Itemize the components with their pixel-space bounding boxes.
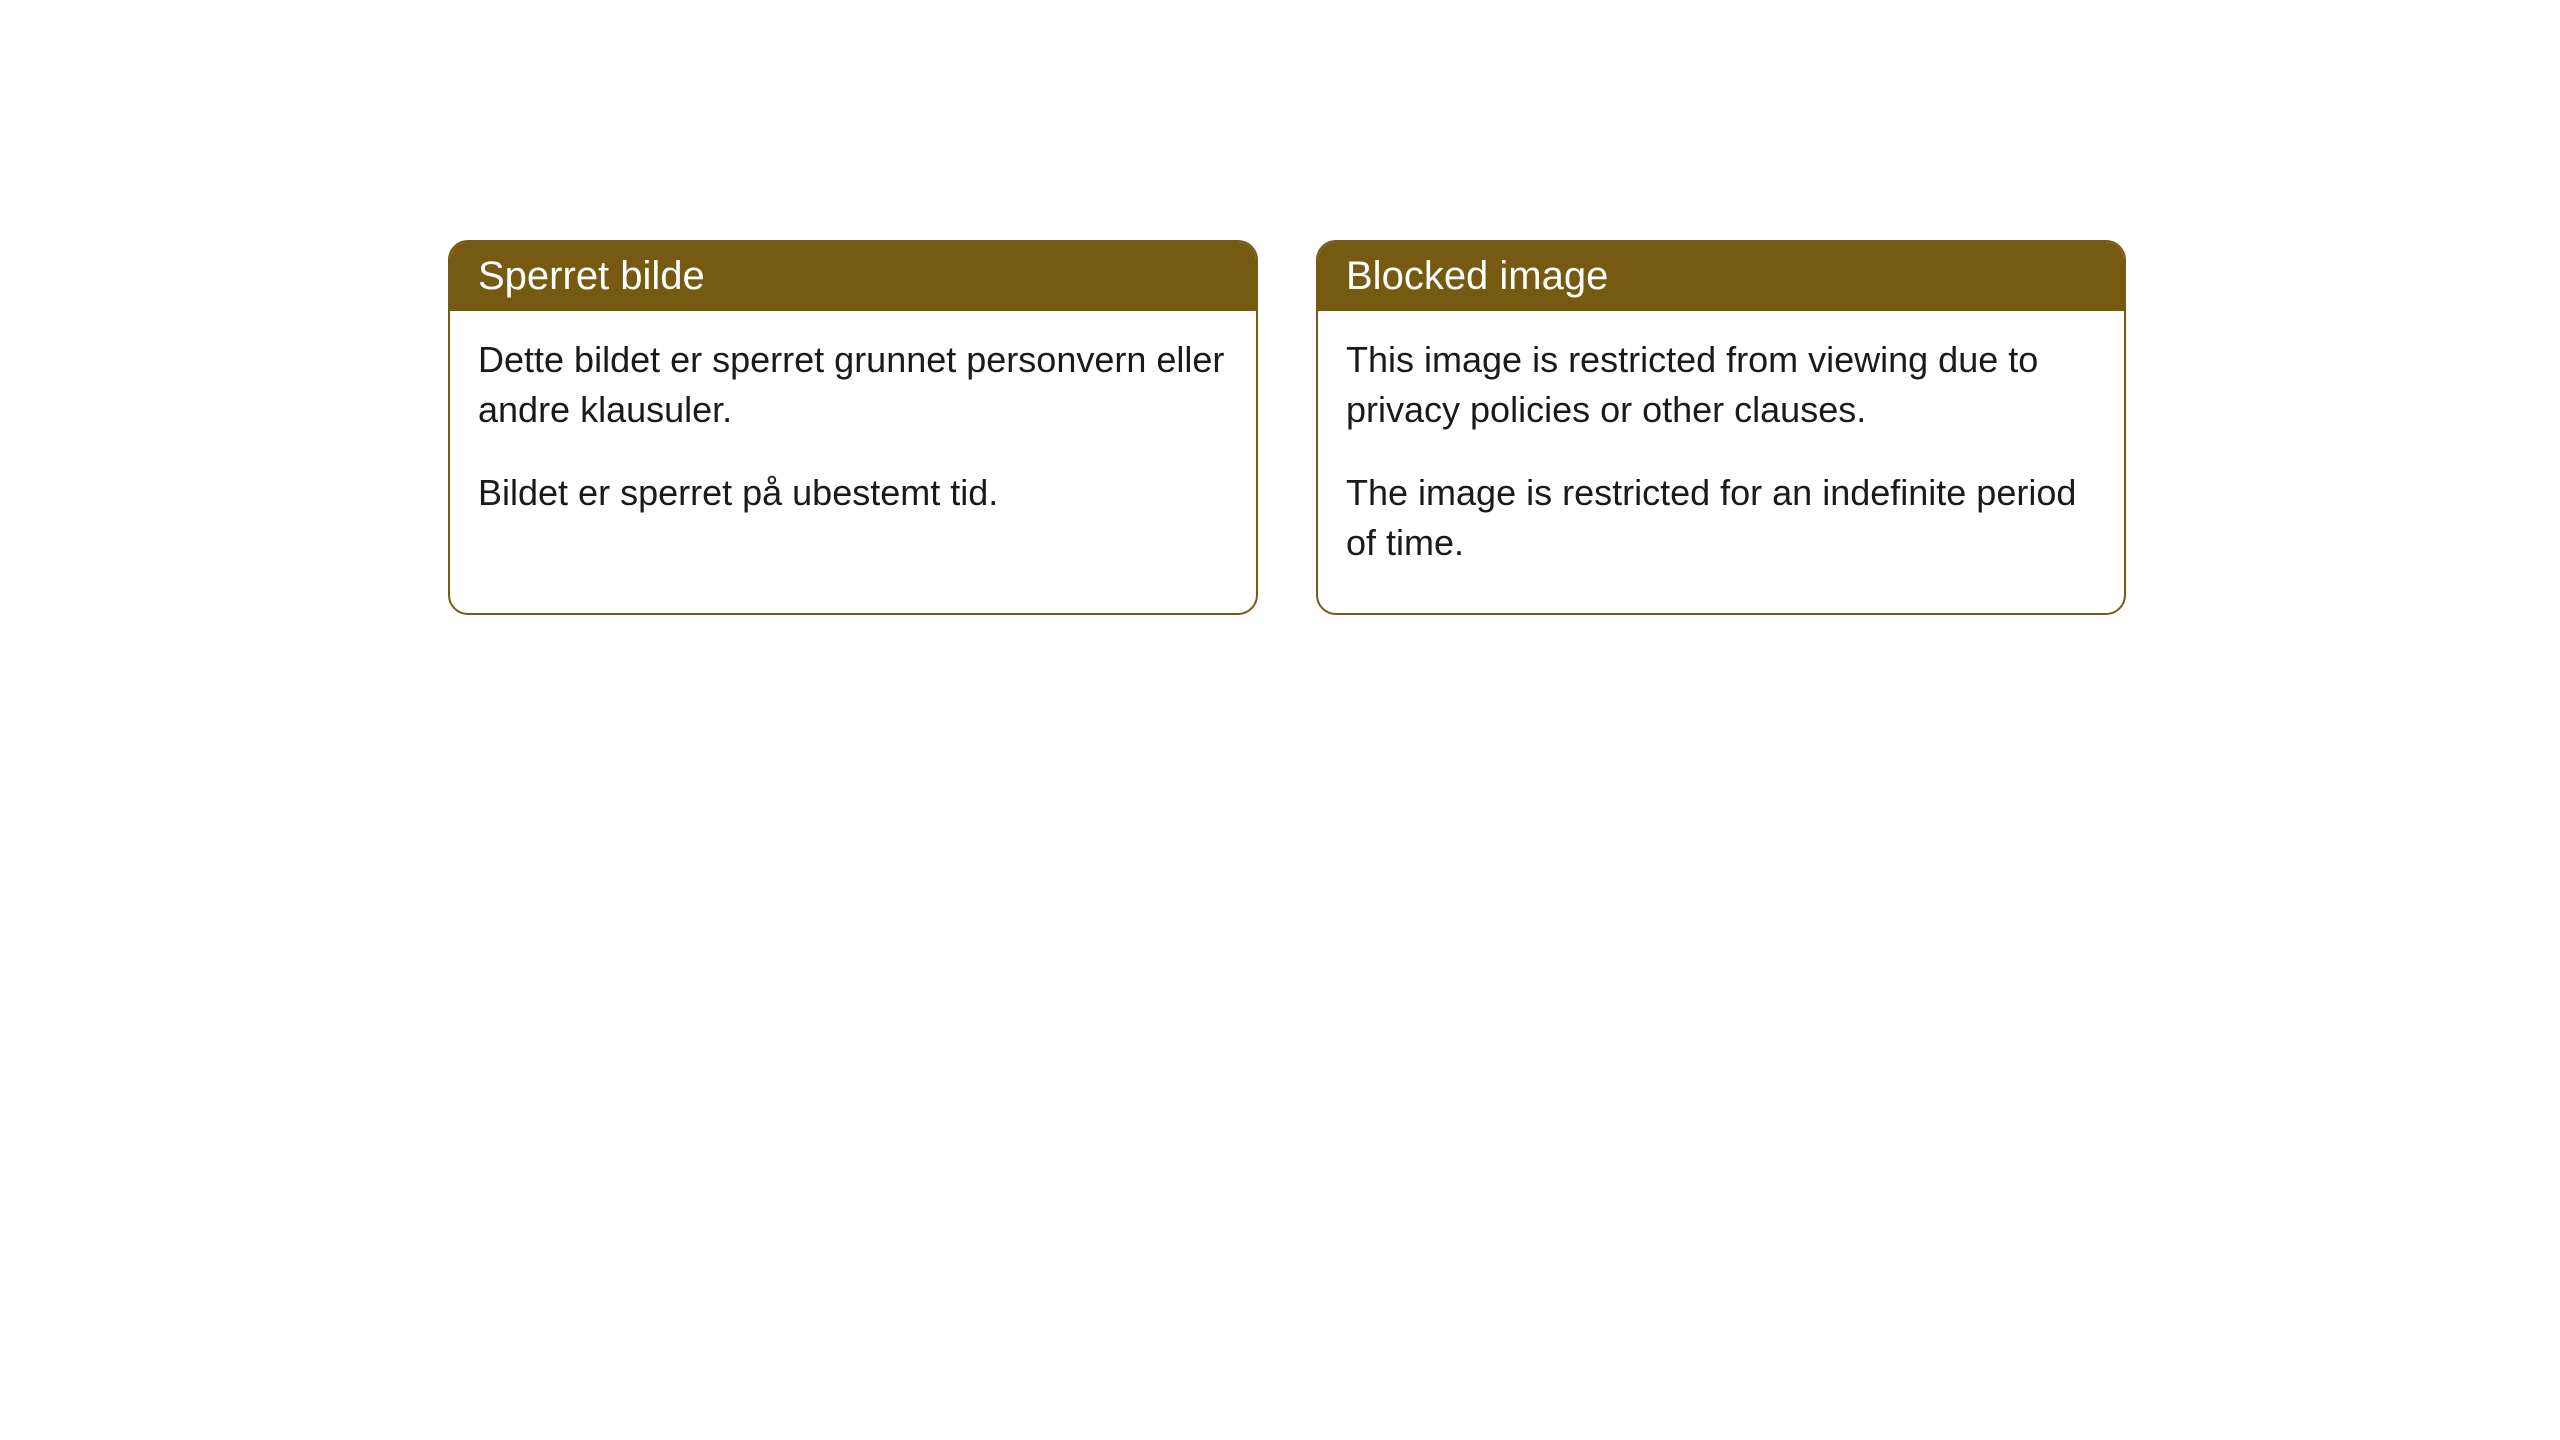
card-header: Blocked image: [1318, 242, 2124, 311]
card-title: Blocked image: [1346, 254, 1608, 298]
card-body: Dette bildet er sperret grunnet personve…: [450, 311, 1256, 562]
notice-cards-container: Sperret bilde Dette bildet er sperret gr…: [448, 240, 2126, 615]
notice-card-norwegian: Sperret bilde Dette bildet er sperret gr…: [448, 240, 1258, 615]
card-header: Sperret bilde: [450, 242, 1256, 311]
card-paragraph: Dette bildet er sperret grunnet personve…: [478, 335, 1228, 436]
notice-card-english: Blocked image This image is restricted f…: [1316, 240, 2126, 615]
card-paragraph: Bildet er sperret på ubestemt tid.: [478, 468, 1228, 518]
card-body: This image is restricted from viewing du…: [1318, 311, 2124, 613]
card-title: Sperret bilde: [478, 254, 705, 298]
card-paragraph: This image is restricted from viewing du…: [1346, 335, 2096, 436]
card-paragraph: The image is restricted for an indefinit…: [1346, 468, 2096, 569]
